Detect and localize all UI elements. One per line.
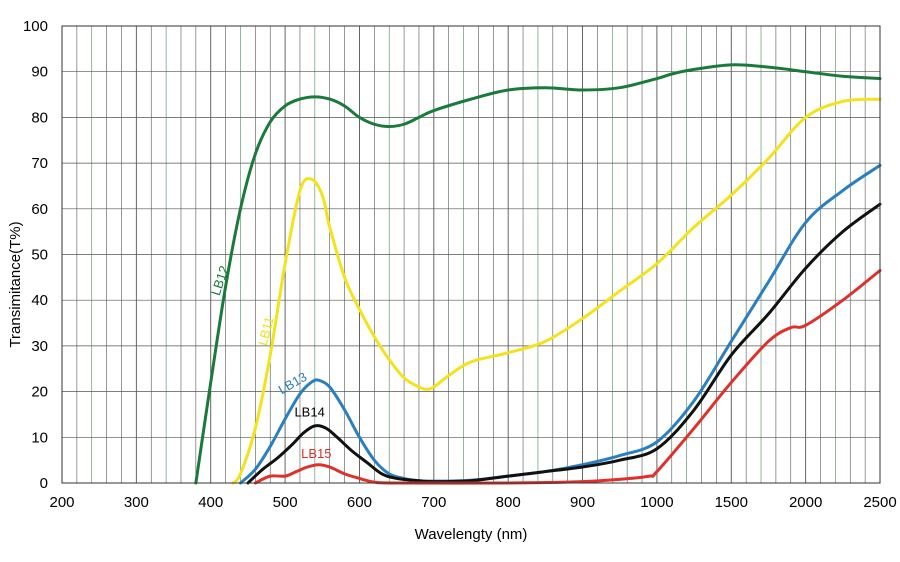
y-tick-label: 80 [31, 109, 48, 126]
series-label-lb15: LB15 [301, 446, 331, 461]
series-label-lb11: LB11 [255, 315, 277, 347]
series-line-lb12 [194, 63, 882, 485]
x-tick-label: 1000 [640, 494, 673, 511]
y-axis-label: Transimitance(T%) [7, 221, 24, 347]
x-tick-label: 500 [273, 494, 298, 511]
y-tick-label: 30 [31, 338, 48, 355]
x-tick-label: 200 [49, 494, 74, 511]
tick-labels: 200 300 400 500 600 700 800 900 1000 1500 2000 2500… [23, 18, 897, 511]
x-tick-label: 2500 [863, 494, 896, 511]
y-tick-label: 10 [31, 429, 48, 446]
y-tick-label: 20 [31, 384, 48, 401]
x-tick-label: 600 [347, 494, 372, 511]
x-axis-label: Wavelengty (nm) [415, 526, 528, 543]
y-tick-label: 90 [31, 64, 48, 81]
x-tick-label: 1500 [715, 494, 748, 511]
series-line-lb11 [231, 97, 882, 485]
y-tick-label: 50 [31, 247, 48, 264]
series-line-lb14 [246, 202, 882, 485]
grid [61, 25, 881, 484]
series-label-lb13: LB13 [276, 369, 310, 397]
y-tick-label: 70 [31, 155, 48, 172]
y-tick-label: 0 [40, 475, 48, 492]
x-tick-label: 400 [198, 494, 223, 511]
x-tick-label: 900 [570, 494, 595, 511]
plot-frame [61, 25, 881, 484]
y-tick-label: 60 [31, 201, 48, 218]
series-label-lb14: LB14 [294, 405, 324, 420]
x-tick-label: 700 [421, 494, 446, 511]
x-tick-label: 800 [496, 494, 521, 511]
x-tick-label: 300 [124, 494, 149, 511]
y-tick-label: 40 [31, 292, 48, 309]
y-tick-label: 100 [23, 18, 48, 35]
x-tick-label: 2000 [789, 494, 822, 511]
